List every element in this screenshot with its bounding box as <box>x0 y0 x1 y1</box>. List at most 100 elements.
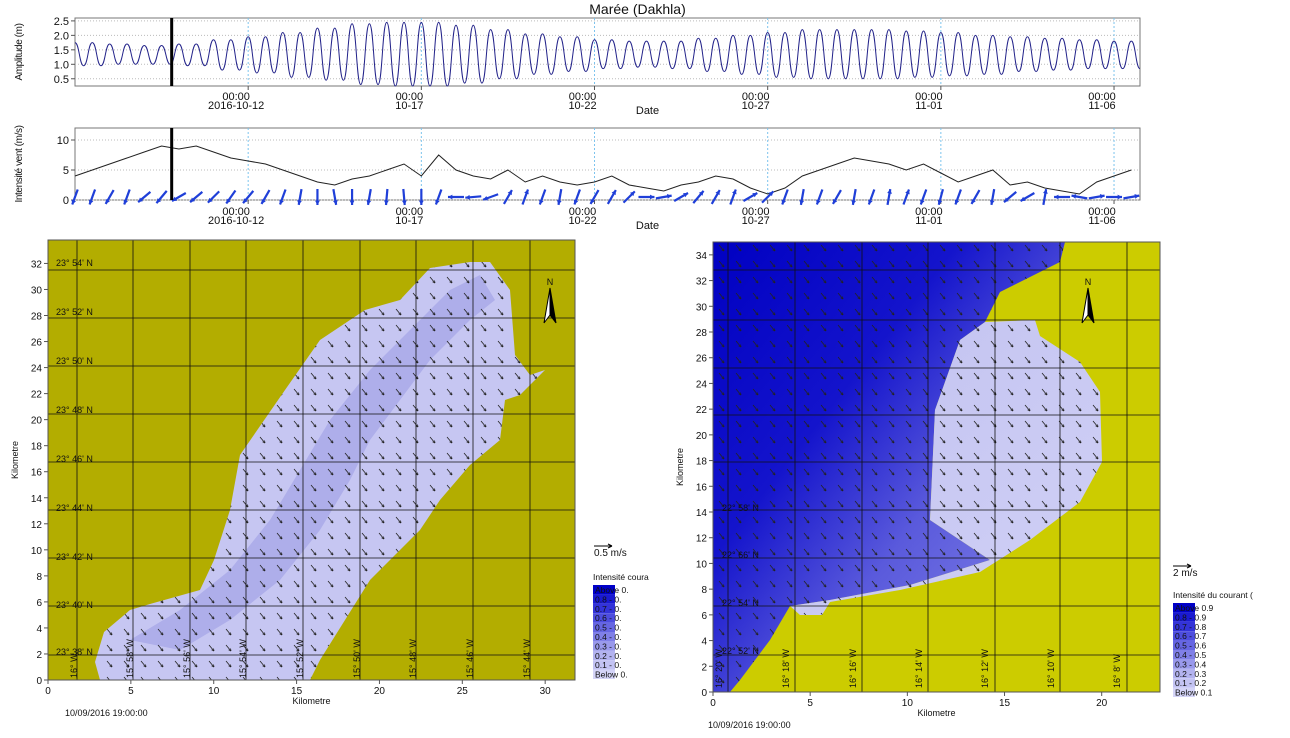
y-tick-label: 2.0 <box>54 30 69 42</box>
wind-arrow-head <box>315 201 320 205</box>
y-tick-label: 5 <box>63 165 69 177</box>
longitude-label: 15° 44' W <box>522 639 532 678</box>
longitude-label: 16° 20' W <box>714 649 724 688</box>
latitude-label: 23° 52' N <box>56 307 93 317</box>
y-tick-label: 30 <box>31 285 43 296</box>
y-axis-label: Kilometre <box>10 441 20 479</box>
y-tick-label: 0 <box>36 676 42 687</box>
x-tick-label: 00:002016-10-12 <box>208 91 264 112</box>
x-tick-label: 00:0010-17 <box>395 206 423 227</box>
y-tick-label: 12 <box>31 520 43 531</box>
legend-title: Intensité du courant ( <box>1173 590 1253 600</box>
y-axis-label: Amplitude (m) <box>14 23 25 80</box>
longitude-label: 16° 8' W <box>1112 654 1122 688</box>
wind-arrow-head <box>350 201 355 205</box>
y-tick-label: 0 <box>63 195 69 207</box>
legend-label: Below 0. <box>595 670 628 680</box>
latitude-label: 22° 52' N <box>722 646 759 656</box>
legend-label: Below 0.1 <box>1175 688 1213 698</box>
y-tick-label: 28 <box>31 312 43 323</box>
y-tick-label: 22 <box>31 390 43 401</box>
legend-title: Intensité coura <box>593 572 649 582</box>
plot-frame <box>75 128 1140 200</box>
x-tick-label: 10 <box>208 686 220 697</box>
longitude-label: 16° 16' W <box>848 649 858 688</box>
x-tick-label-date: 10-17 <box>395 100 423 112</box>
x-tick-label: 0 <box>710 698 716 709</box>
y-tick-label: 1.5 <box>54 45 69 57</box>
x-tick-label: 30 <box>540 686 552 697</box>
x-tick-label: 00:0011-01 <box>915 91 943 112</box>
wind-arrow-head <box>419 201 424 205</box>
x-tick-label: 20 <box>374 686 386 697</box>
y-tick-label: 2 <box>36 650 42 661</box>
longitude-label: 15° 46' W <box>465 639 475 678</box>
y-tick-label: 26 <box>696 354 708 365</box>
north-label: N <box>1085 277 1092 287</box>
x-tick-label-date: 2016-10-12 <box>208 215 264 227</box>
x-tick-label: 5 <box>128 686 134 697</box>
y-axis-label: Kilometre <box>675 448 685 486</box>
x-tick-label-date: 11-01 <box>915 215 942 227</box>
y-tick-label: 0.5 <box>54 74 69 86</box>
longitude-label: 15° 50' W <box>352 639 362 678</box>
y-tick-label: 6 <box>36 598 42 609</box>
scale-label: 2 m/s <box>1173 568 1197 579</box>
longitude-label: 15° 48' W <box>408 639 418 678</box>
y-tick-label: 24 <box>31 364 43 375</box>
y-tick-label: 14 <box>31 494 43 505</box>
timestamp: 10/09/2016 19:00:00 <box>708 720 791 730</box>
y-tick-label: 10 <box>57 135 69 147</box>
x-tick-label: 0 <box>45 686 51 697</box>
wind-arrow-head <box>384 200 389 205</box>
y-tick-label: 1.0 <box>54 59 69 71</box>
latitude-label: 22° 58' N <box>722 503 759 513</box>
latitude-label: 22° 54' N <box>722 598 759 608</box>
y-tick-label: 2.5 <box>54 16 69 28</box>
latitude-label: 23° 50' N <box>56 356 93 366</box>
map-area <box>713 242 1160 692</box>
y-tick-label: 28 <box>696 328 708 339</box>
longitude-label: 15° 54' W <box>238 639 248 678</box>
y-tick-label: 34 <box>696 251 708 262</box>
y-tick-label: 12 <box>696 534 708 545</box>
x-tick-label-date: 11-06 <box>1088 100 1115 112</box>
y-tick-label: 32 <box>696 277 708 288</box>
x-tick-label: 5 <box>807 698 813 709</box>
x-axis-label: Date <box>636 220 659 232</box>
x-tick-label-date: 10-27 <box>742 100 770 112</box>
scale-label: 0.5 m/s <box>594 548 627 559</box>
x-tick-label-date: 10-27 <box>742 215 770 227</box>
longitude-label: 16° 14' W <box>914 649 924 688</box>
x-tick-label: 10 <box>902 698 914 709</box>
y-tick-label: 18 <box>696 457 708 468</box>
y-tick-label: 18 <box>31 442 43 453</box>
longitude-label: 16° 18' W <box>781 649 791 688</box>
y-tick-label: 20 <box>696 431 708 442</box>
page: {"chart_data":[ {"type":"line","title":"… <box>0 0 1290 733</box>
y-tick-label: 10 <box>31 546 43 557</box>
x-tick-label-date: 10-17 <box>395 215 423 227</box>
y-axis-label: Intensité vent (m/s) <box>14 125 25 202</box>
x-tick-label-date: 11-01 <box>915 100 942 112</box>
map-area <box>48 240 575 680</box>
y-tick-label: 32 <box>31 259 43 270</box>
x-tick-label-date: 10-22 <box>568 100 596 112</box>
latitude-label: 23° 54' N <box>56 258 93 268</box>
longitude-label: 15° 52' W <box>295 639 305 678</box>
y-tick-label: 4 <box>36 624 42 635</box>
longitude-label: 16° 12' W <box>980 649 990 688</box>
timestamp: 10/09/2016 19:00:00 <box>65 708 148 718</box>
x-axis-label: Kilometre <box>917 708 955 718</box>
latitude-label: 23° 48' N <box>56 405 93 415</box>
y-tick-label: 22 <box>696 405 708 416</box>
x-tick-label: 25 <box>457 686 469 697</box>
x-tick-label: 15 <box>999 698 1011 709</box>
x-tick-label: 00:0011-06 <box>1088 206 1116 227</box>
y-tick-label: 14 <box>696 508 708 519</box>
y-tick-label: 8 <box>701 585 707 596</box>
